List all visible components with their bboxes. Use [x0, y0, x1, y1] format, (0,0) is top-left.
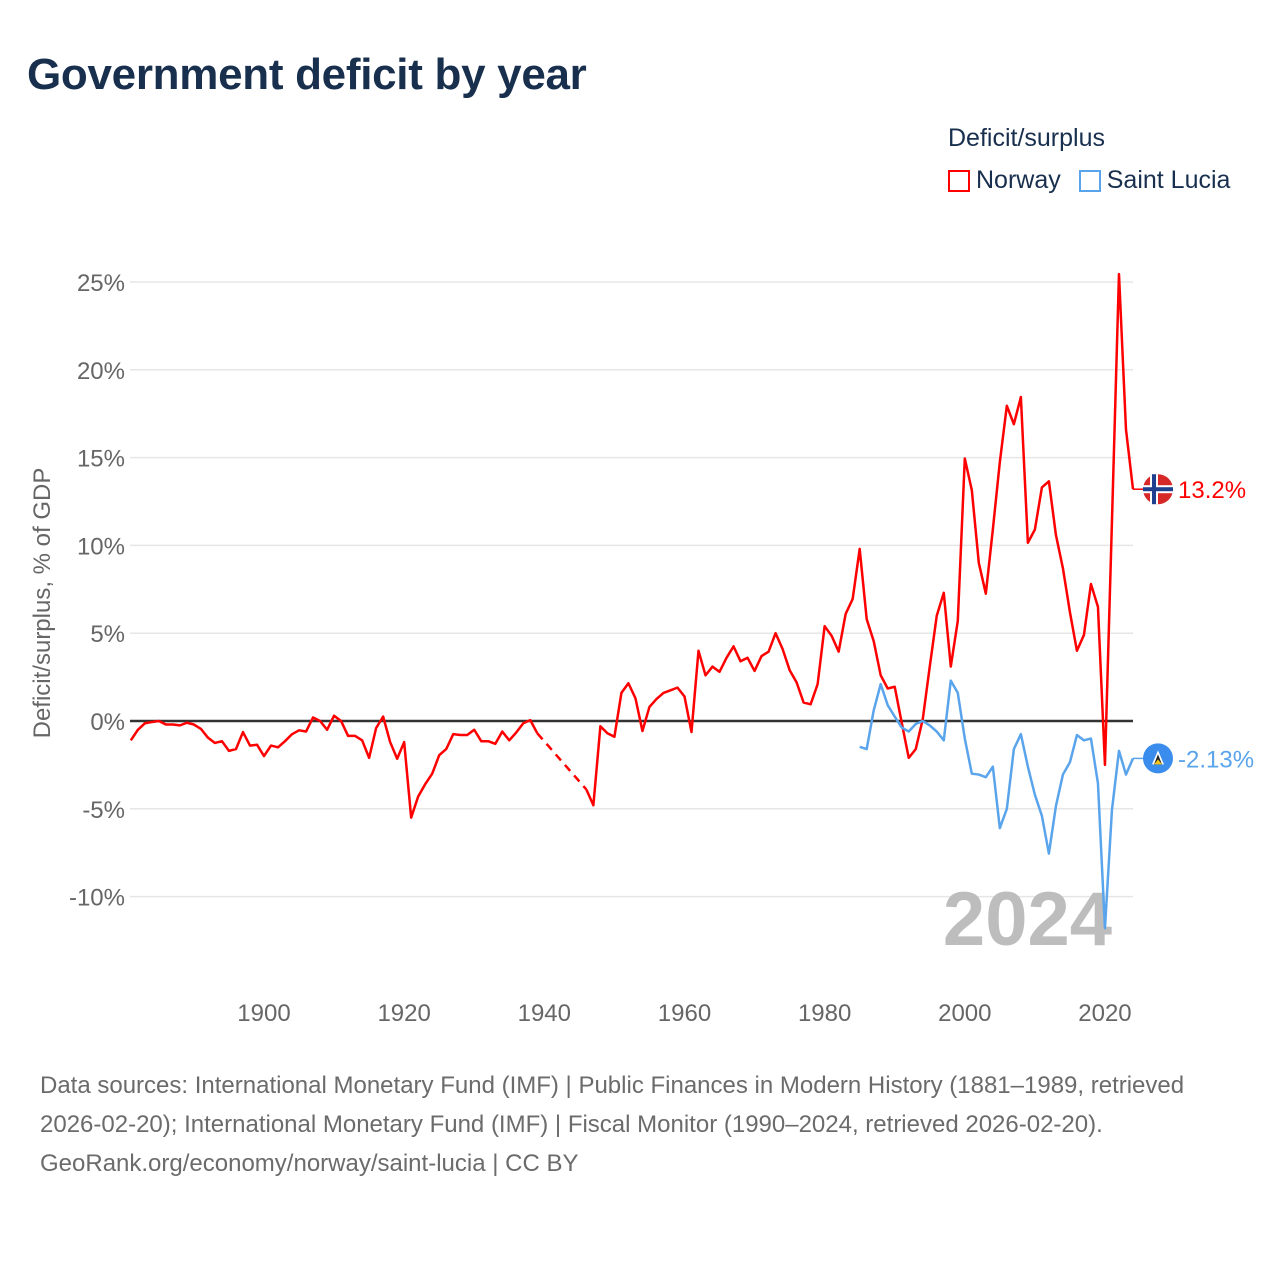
x-tick-label: 1980	[798, 1000, 851, 1027]
legend: Norway Saint Lucia	[948, 166, 1230, 195]
norway-flag-icon	[1143, 474, 1173, 505]
flag-triangle	[1154, 759, 1162, 765]
series-line-norway	[129, 272, 1135, 819]
y-tick-label: 10%	[77, 533, 125, 560]
end-value-label-norway: 13.2%	[1178, 477, 1246, 504]
y-axis-label: Deficit/surplus, % of GDP	[29, 468, 56, 739]
series-line-saint-lucia	[859, 679, 1135, 930]
y-tick-label: 20%	[77, 358, 125, 385]
legend-item-saint-lucia[interactable]: Saint Lucia	[1078, 166, 1231, 195]
legend-swatch-saint-lucia	[1078, 169, 1101, 192]
chart-plot: 25% 20% 15% 10% 5% 0% -5% -10% 1900 1920 1940 1960 1…	[29, 270, 1254, 1027]
y-tick-label: 15%	[77, 446, 125, 473]
end-value-label-saint-lucia: -2.13%	[1178, 746, 1254, 773]
legend-title: Deficit/surplus	[948, 124, 1105, 152]
y-tick-label: 25%	[77, 270, 125, 297]
legend-label: Norway	[976, 166, 1061, 194]
data-sources: Data sources: International Monetary Fun…	[40, 1072, 1185, 1138]
year-watermark: 2024	[943, 877, 1112, 962]
y-tick-label: -5%	[82, 797, 125, 824]
chart-title: Government deficit by year	[27, 50, 587, 99]
x-tick-label: 1960	[658, 1000, 711, 1027]
series-gap-norway	[536, 732, 588, 791]
flag-cross	[1152, 474, 1156, 505]
footer: Data sources: International Monetary Fun…	[40, 1066, 1240, 1183]
legend-label: Saint Lucia	[1106, 166, 1231, 194]
flag-cross	[1143, 487, 1173, 492]
x-tick-label: 2020	[1078, 1000, 1131, 1027]
credit-link[interactable]: GeoRank.org/economy/norway/saint-lucia |…	[40, 1150, 579, 1177]
x-tick-label: 1920	[377, 1000, 430, 1027]
y-tick-label: 5%	[90, 621, 125, 648]
legend-swatch-norway	[948, 169, 970, 192]
x-tick-label: 1940	[518, 1000, 571, 1027]
y-tick-label: 0%	[90, 709, 125, 736]
y-tick-label: -10%	[69, 885, 125, 912]
saint-lucia-flag-icon	[1143, 743, 1173, 774]
x-tick-label: 1900	[237, 1000, 290, 1027]
legend-item-norway[interactable]: Norway	[948, 166, 1061, 195]
x-tick-label: 2000	[938, 1000, 991, 1027]
